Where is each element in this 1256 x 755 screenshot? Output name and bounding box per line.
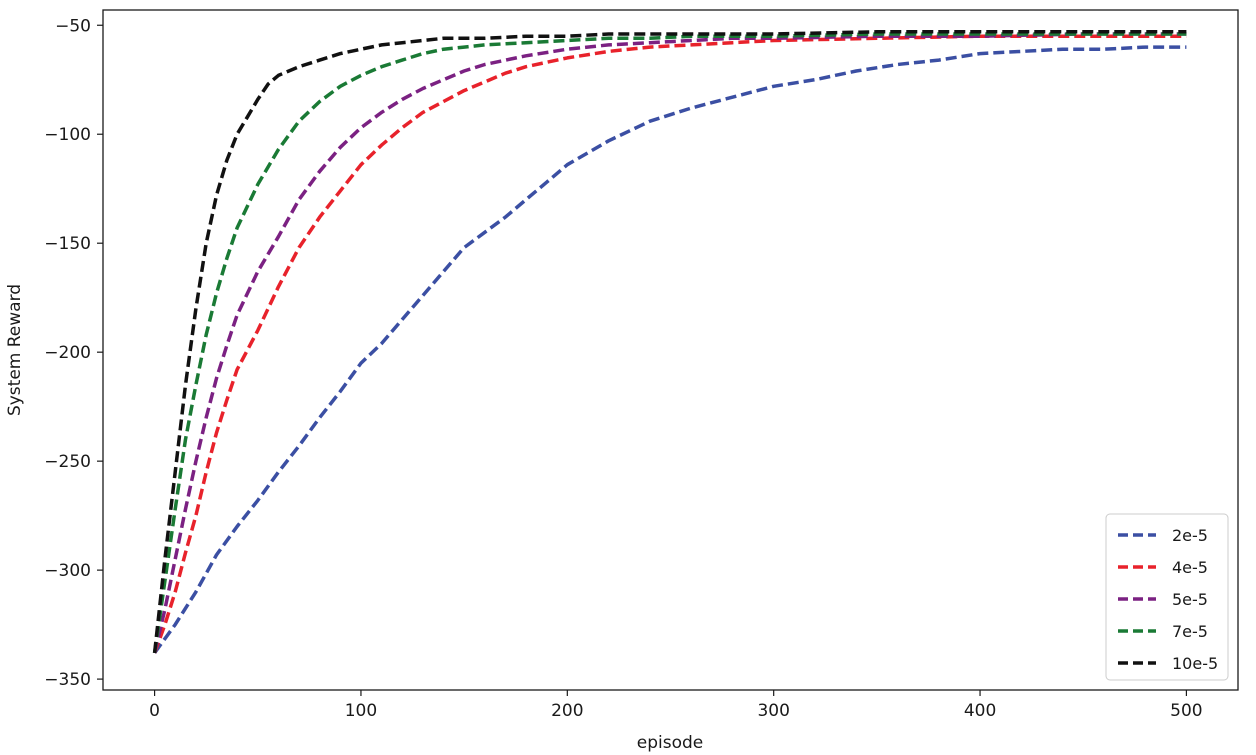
series-line-4e-5 [152,34,1187,654]
series-line-5e-5 [152,32,1187,654]
x-tick-label: 100 [345,701,377,721]
legend: 2e-5 4e-5 5e-5 7e-5 10e-5 [1105,513,1229,681]
legend-label: 4e-5 [1172,558,1208,577]
y-tick-label: −250 [44,452,91,472]
legend-box [1105,513,1229,681]
series-line-2e-5 [153,45,1187,654]
x-axis: 0 100 200 300 400 500 [149,690,1203,721]
series-line-7e-5 [152,32,1187,654]
x-tick-label: 300 [757,701,789,721]
x-tick-label: 0 [149,701,160,721]
plot-frame [102,9,1239,691]
y-axis-label: System Reward [5,284,25,416]
legend-label: 7e-5 [1172,622,1208,641]
series-line-10e-5 [152,30,1187,654]
y-tick-label: −200 [44,343,91,363]
legend-label: 5e-5 [1172,590,1208,609]
x-tick-label: 200 [551,701,583,721]
y-tick-label: −150 [44,234,91,254]
y-tick-label: −350 [44,670,91,690]
x-tick-label: 400 [964,701,996,721]
x-tick-label: 500 [1170,701,1202,721]
series-layer [152,30,1187,654]
y-tick-label: −300 [44,561,91,581]
y-tick-label: −50 [55,16,91,36]
legend-label: 10e-5 [1172,654,1218,673]
y-axis: −350 −300 −250 −200 −150 −100 −50 [44,16,103,690]
y-tick-label: −100 [44,125,91,145]
legend-label: 2e-5 [1172,526,1208,545]
x-axis-label: episode [637,733,703,753]
